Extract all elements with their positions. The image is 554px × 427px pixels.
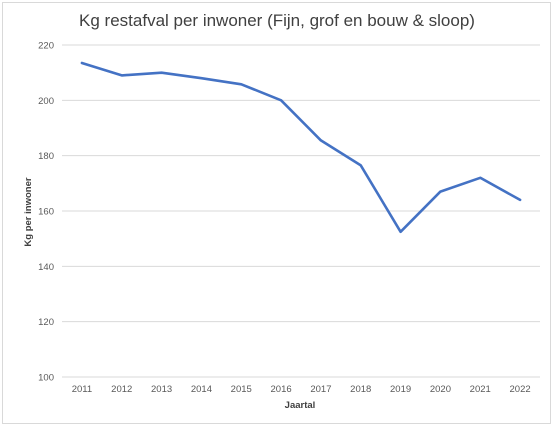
x-tick-label: 2020 (430, 384, 451, 395)
gridlines (62, 44, 540, 378)
y-tick-label: 140 (38, 262, 54, 273)
x-tick-label: 2015 (231, 384, 252, 395)
x-tick-label: 2021 (470, 384, 491, 395)
y-tick-label: 200 (38, 96, 54, 107)
x-tick-label: 2022 (510, 384, 531, 395)
x-tick-label: 2011 (72, 384, 92, 395)
chart-frame (2, 2, 551, 424)
y-tick-label: 120 (38, 317, 54, 328)
x-tick-label: 2019 (390, 384, 411, 395)
x-tick-label: 2017 (310, 384, 331, 395)
series-layer (80, 61, 522, 234)
y-tick-label: 100 (38, 373, 54, 384)
x-tick-label: 2012 (111, 384, 132, 395)
y-tick-label: 220 (38, 41, 54, 52)
y-tick-label: 180 (38, 151, 54, 162)
x-tick-label: 2018 (350, 384, 371, 395)
y-tick-labels: 100 120 140 160 180 200 220 (38, 41, 54, 384)
y-axis-title: Kg per inwoner (23, 177, 34, 246)
x-tick-labels: 2011 2012 2013 2014 2015 2016 2017 2018 2019 2020… (72, 384, 531, 395)
y-tick-label: 160 (38, 207, 54, 218)
series-line (80, 61, 522, 234)
x-tick-label: 2013 (151, 384, 172, 395)
x-axis-title: Jaartal (285, 400, 316, 411)
chart-title: Kg restafval per inwoner (Fijn, grof en … (79, 11, 475, 30)
x-tick-label: 2016 (271, 384, 292, 395)
x-tick-label: 2014 (191, 384, 212, 395)
